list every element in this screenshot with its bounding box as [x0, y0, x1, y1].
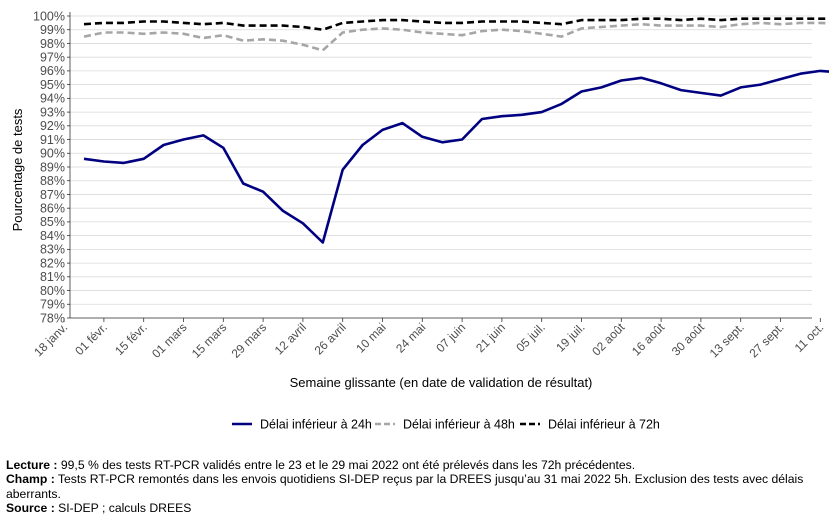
series-lines: [83, 17, 829, 244]
x-tick-label: 05 juil.: [513, 320, 547, 354]
y-tick-label: 85%: [40, 215, 65, 229]
notes: Lecture : 99,5 % des tests RT-PCR validé…: [6, 458, 821, 515]
y-tick-label: 82%: [40, 256, 65, 270]
x-tick-label: 18 janv.: [31, 320, 70, 359]
y-tick-label: 91%: [40, 133, 65, 147]
y-tick-label: 89%: [40, 160, 65, 174]
y-tick-label: 88%: [40, 174, 65, 188]
gridlines: [70, 15, 812, 319]
x-tick-label: 11 oct.: [792, 320, 827, 355]
y-tick-label: 98%: [40, 37, 65, 51]
x-tick-label: 27 sept.: [747, 320, 787, 360]
y-tick-label: 80%: [40, 284, 65, 298]
y-tick-label: 92%: [40, 119, 65, 133]
x-tick-label: 10 mai: [353, 320, 388, 355]
x-tick-label: 30 août: [669, 320, 708, 359]
x-tick-label: 26 avril: [312, 320, 349, 357]
y-tick-label: 81%: [40, 270, 65, 284]
y-tick-label: 95%: [40, 78, 65, 92]
y-tick-label: 84%: [40, 229, 65, 243]
x-tick-label: 19 juil.: [553, 320, 587, 354]
y-tick-label: 86%: [40, 201, 65, 215]
note-text: 99,5 % des tests RT-PCR validés entre le…: [57, 458, 636, 472]
x-tick-label: 01 févr.: [72, 320, 110, 358]
x-tick-label: 13 sept.: [707, 320, 747, 360]
y-tick-label: 78%: [40, 311, 65, 325]
y-tick-label: 94%: [40, 92, 65, 106]
y-tick-label: 97%: [40, 50, 65, 64]
x-tick-label: 15 févr.: [112, 320, 150, 358]
note-champ: Champ : Tests RT-PCR remontés dans les e…: [6, 472, 821, 501]
y-tick-label: 93%: [40, 105, 65, 119]
note-lecture: Lecture : 99,5 % des tests RT-PCR validé…: [6, 458, 821, 472]
x-tick-label: 24 mai: [393, 320, 428, 355]
note-text: SI-DEP ; calculs DREES: [54, 500, 192, 515]
x-tick-label: 01 mars: [149, 320, 190, 361]
y-tick-label: 79%: [40, 298, 65, 312]
y-axis-title: Pourcentage de tests: [10, 108, 25, 231]
x-tick-label: 15 mars: [189, 320, 230, 361]
note-label: Source :: [6, 500, 55, 515]
x-tick-label: 12 avril: [272, 320, 309, 357]
y-tick-label: 100%: [33, 9, 65, 23]
x-tick-label: 21 juin: [473, 320, 508, 355]
y-axis: 78%79%80%81%82%83%84%85%86%87%88%89%90%9…: [33, 9, 71, 325]
series-line: [83, 21, 829, 52]
x-axis-title: Semaine glissante (en date de validation…: [290, 375, 593, 390]
x-tick-label: 07 juin: [433, 320, 468, 355]
note-source: Source : SI-DEP ; calculs DREES: [6, 501, 821, 515]
legend-label: Délai inférieur à 72h: [548, 418, 660, 432]
y-tick-label: 90%: [40, 147, 65, 161]
series-line: [83, 17, 829, 32]
series-line: [83, 69, 829, 244]
y-tick-label: 87%: [40, 188, 65, 202]
x-tick-label: 29 mars: [229, 320, 270, 361]
note-label: Lecture :: [6, 458, 58, 472]
y-tick-label: 99%: [40, 23, 65, 37]
legend: Délai inférieur à 24h Délai inférieur à 4…: [232, 418, 660, 432]
y-tick-label: 96%: [40, 64, 65, 78]
line-chart: 78%79%80%81%82%83%84%85%86%87%88%89%90%9…: [10, 9, 829, 432]
legend-label: Délai inférieur à 24h: [260, 418, 372, 432]
note-label: Champ :: [6, 472, 55, 487]
legend-label: Délai inférieur à 48h: [403, 418, 515, 432]
note-text: Tests RT-PCR remontés dans les envois qu…: [6, 472, 804, 501]
y-tick-label: 83%: [40, 243, 65, 257]
x-axis: 18 janv. 01 févr. 15 févr. 01 mars 15 mars 29…: [31, 317, 827, 361]
x-tick-label: 16 août: [629, 320, 668, 359]
x-tick-label: 02 août: [589, 320, 628, 359]
